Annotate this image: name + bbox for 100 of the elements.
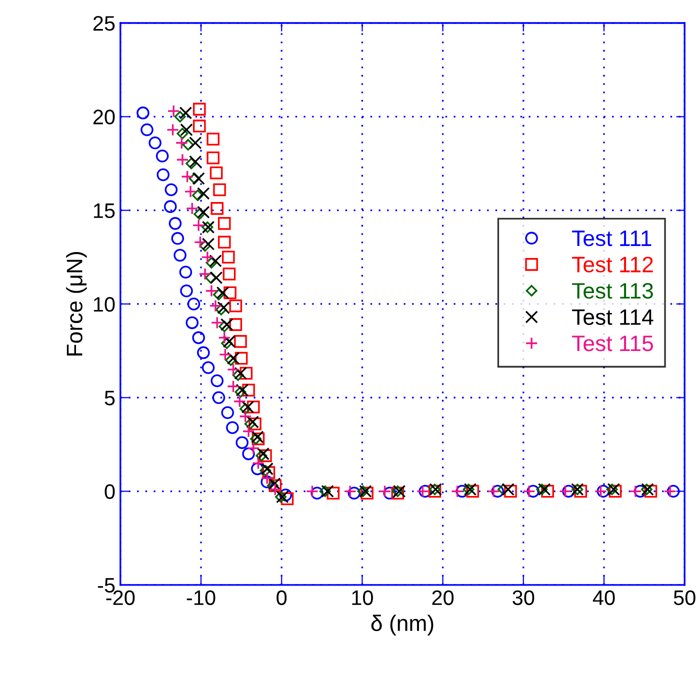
point	[218, 331, 231, 344]
legend-label: Test 111	[572, 230, 652, 246]
point	[247, 400, 260, 414]
point	[210, 374, 224, 388]
point	[256, 447, 270, 460]
point	[242, 384, 255, 397]
point	[188, 172, 200, 184]
point	[218, 320, 230, 332]
point	[186, 158, 198, 170]
x-tick-label: 30	[512, 590, 534, 606]
point	[236, 436, 248, 449]
point	[192, 120, 206, 132]
point	[541, 484, 554, 498]
x-tick-label: 50	[674, 590, 696, 606]
point	[212, 391, 226, 404]
point	[180, 170, 194, 183]
point	[206, 151, 220, 164]
point	[562, 484, 575, 498]
point	[197, 206, 210, 219]
point	[176, 128, 188, 140]
point	[310, 486, 324, 500]
point	[220, 318, 234, 331]
point	[222, 250, 235, 264]
point	[204, 272, 216, 284]
point	[194, 208, 206, 220]
x-axis-title: δ (nm)	[371, 614, 434, 636]
point	[251, 462, 264, 476]
point	[226, 421, 239, 434]
point	[538, 483, 551, 496]
point	[218, 236, 231, 249]
legend-label: Test 114	[572, 309, 654, 325]
point	[215, 304, 227, 316]
y-tick-label: 5	[104, 390, 115, 406]
point	[140, 123, 154, 136]
point	[241, 400, 254, 414]
y-tick-label: 20	[93, 110, 115, 124]
point	[244, 418, 256, 430]
point	[224, 286, 236, 300]
point	[186, 316, 199, 330]
point	[182, 139, 194, 151]
point	[242, 424, 255, 438]
point	[321, 484, 334, 498]
point	[596, 484, 610, 498]
point	[218, 348, 232, 361]
point	[491, 484, 504, 498]
point	[206, 132, 220, 146]
point	[260, 462, 274, 476]
point	[197, 346, 210, 360]
point	[212, 288, 224, 300]
point	[205, 284, 218, 298]
point	[180, 284, 193, 298]
point	[226, 380, 240, 393]
point	[199, 240, 211, 252]
point	[213, 183, 226, 196]
point	[221, 338, 233, 350]
point	[280, 492, 294, 506]
point	[221, 406, 234, 419]
point	[210, 166, 223, 180]
point	[383, 486, 396, 500]
point	[186, 202, 199, 215]
point	[319, 486, 331, 498]
point	[233, 394, 246, 408]
point	[418, 484, 432, 498]
point	[148, 136, 162, 150]
point	[210, 316, 224, 330]
point	[594, 484, 608, 498]
point	[606, 484, 618, 496]
point	[666, 484, 680, 498]
point	[260, 472, 274, 485]
point	[634, 484, 647, 498]
point	[188, 136, 202, 150]
point	[266, 480, 278, 492]
point	[456, 484, 469, 498]
point	[558, 484, 572, 498]
point	[378, 484, 392, 498]
point	[234, 366, 247, 380]
point	[174, 110, 186, 122]
point	[222, 268, 236, 280]
point	[192, 190, 204, 202]
point	[187, 298, 200, 310]
point	[234, 352, 248, 365]
point	[202, 361, 215, 374]
point	[416, 484, 430, 498]
point	[234, 335, 247, 348]
point	[229, 299, 242, 312]
legend-label: Test 115	[572, 336, 653, 352]
y-tick-label: 0	[104, 484, 115, 500]
point	[229, 318, 242, 331]
point	[209, 299, 222, 312]
point	[226, 352, 240, 365]
point	[240, 366, 253, 380]
point	[348, 486, 361, 500]
legend-label: Test 112	[572, 256, 653, 272]
point	[171, 232, 184, 245]
y-tick-label: 10	[94, 296, 115, 312]
point	[156, 168, 170, 182]
point	[279, 488, 292, 502]
point	[226, 363, 240, 376]
point	[450, 484, 464, 498]
point	[179, 266, 192, 279]
